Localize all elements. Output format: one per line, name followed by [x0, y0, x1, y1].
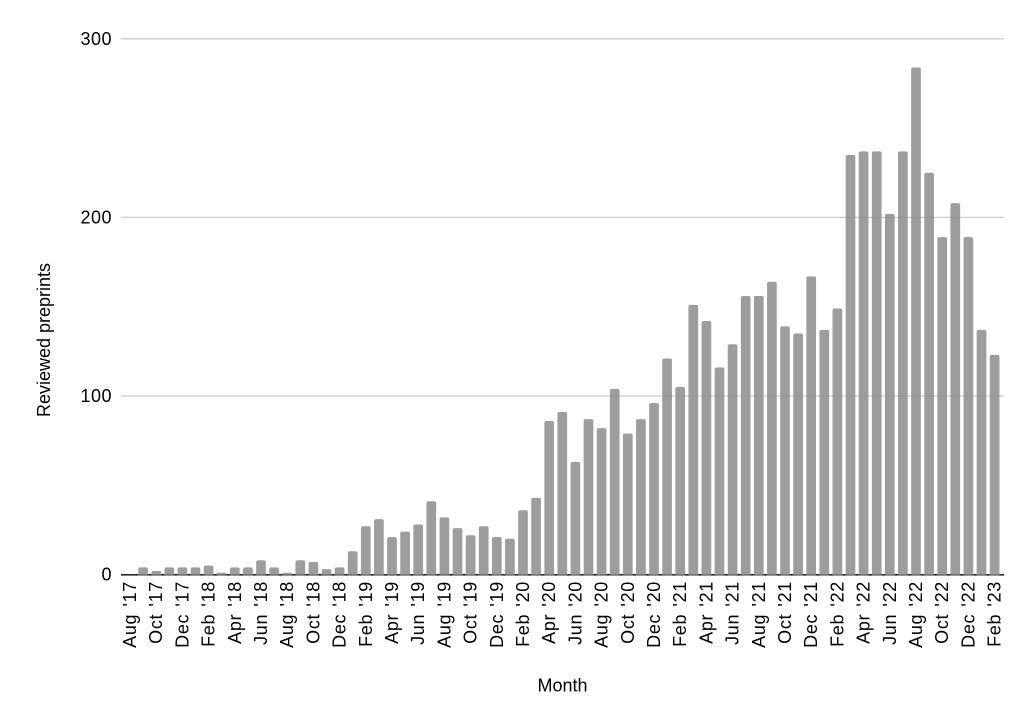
svg-text:300: 300 [80, 29, 112, 49]
svg-text:Aug '22: Aug '22 [906, 581, 926, 648]
svg-text:Dec '20: Dec '20 [644, 581, 664, 648]
svg-text:Apr '19: Apr '19 [382, 581, 402, 644]
svg-text:Dec '17: Dec '17 [172, 581, 192, 648]
svg-text:Aug '20: Aug '20 [592, 581, 612, 648]
svg-text:Dec '21: Dec '21 [801, 581, 821, 648]
svg-text:Oct '20: Oct '20 [618, 581, 638, 644]
svg-text:Apr '20: Apr '20 [539, 581, 559, 644]
svg-text:0: 0 [101, 565, 112, 585]
svg-text:200: 200 [80, 207, 112, 227]
svg-text:Jun '21: Jun '21 [723, 581, 743, 645]
svg-text:Aug '17: Aug '17 [120, 581, 140, 648]
svg-text:Aug '21: Aug '21 [749, 581, 769, 648]
svg-text:Apr '21: Apr '21 [696, 581, 716, 644]
svg-text:Feb '19: Feb '19 [356, 581, 376, 647]
svg-text:Feb '23: Feb '23 [985, 581, 1005, 647]
svg-text:Dec '19: Dec '19 [487, 581, 507, 648]
svg-text:Apr '22: Apr '22 [854, 581, 874, 644]
svg-text:Oct '22: Oct '22 [932, 581, 952, 644]
svg-text:Feb '20: Feb '20 [513, 581, 533, 647]
svg-text:Jun '22: Jun '22 [880, 581, 900, 645]
svg-text:Feb '21: Feb '21 [670, 581, 690, 647]
svg-text:Oct '18: Oct '18 [303, 581, 323, 644]
svg-text:Aug '19: Aug '19 [434, 581, 454, 648]
svg-text:Apr '18: Apr '18 [225, 581, 245, 644]
svg-text:100: 100 [80, 386, 112, 406]
svg-text:Jun '20: Jun '20 [565, 581, 585, 645]
svg-text:Jun '19: Jun '19 [408, 581, 428, 645]
svg-text:Feb '18: Feb '18 [199, 581, 219, 647]
svg-text:Dec '18: Dec '18 [330, 581, 350, 648]
svg-text:Oct '21: Oct '21 [775, 581, 795, 644]
svg-text:Aug '18: Aug '18 [277, 581, 297, 648]
svg-text:Oct '17: Oct '17 [146, 581, 166, 644]
svg-text:Jun '18: Jun '18 [251, 581, 271, 645]
svg-text:Month: Month [537, 676, 587, 696]
svg-text:Dec '22: Dec '22 [958, 581, 978, 648]
svg-text:Feb '22: Feb '22 [827, 581, 847, 647]
svg-text:Reviewed preprints: Reviewed preprints [34, 263, 54, 417]
svg-text:Oct '19: Oct '19 [461, 581, 481, 644]
